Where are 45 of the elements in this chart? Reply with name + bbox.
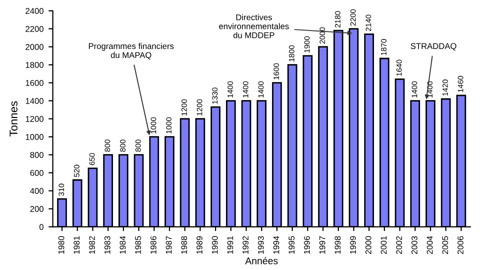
x-tick-label: 1991 (227, 236, 234, 254)
x-tick-label: 1997 (319, 236, 326, 254)
x-tick-label: 2000 (365, 236, 372, 254)
y-tick-label: 400 (30, 188, 44, 194)
x-tick-label: 2004 (426, 236, 433, 254)
x-tick-label: 2001 (380, 236, 387, 254)
x-tick-label: 2002 (396, 236, 402, 254)
y-tick-label: 600 (30, 170, 44, 176)
y-tick-label: 1800 (26, 62, 44, 68)
y-tick-label: 1000 (26, 134, 44, 140)
y-tick-label: 1200 (26, 116, 44, 122)
y-tick-label: 0 (39, 224, 44, 230)
x-tick-label: 1993 (258, 236, 264, 254)
annotation: Programmes financiers du MAPAQ (88, 42, 174, 60)
x-tick-label: 1992 (242, 236, 248, 254)
x-tick-label: 1986 (150, 236, 156, 254)
x-tick-label: 1995 (288, 236, 295, 254)
y-tick-label: 2000 (26, 44, 44, 50)
x-tick-label: 1987 (166, 236, 172, 254)
x-axis-title: Années (245, 257, 278, 264)
x-tick-label: 1990 (212, 236, 218, 254)
x-tick-label: 1982 (89, 236, 95, 254)
y-tick-label: 1600 (26, 80, 44, 86)
x-tick-label: 1999 (350, 236, 356, 254)
x-tick-label: 1996 (304, 236, 310, 254)
y-axis-title: Tonnes (10, 101, 18, 136)
annotation: STRADDAQ (410, 43, 456, 51)
x-tick-label: 1984 (120, 236, 126, 254)
x-tick-label: 2006 (458, 236, 464, 254)
y-tick-label: 800 (30, 152, 44, 158)
x-tick-label: 1983 (104, 236, 110, 254)
x-tick-label: 1989 (196, 236, 202, 254)
x-tick-label: 2003 (411, 236, 418, 254)
y-tick-label: 2400 (26, 8, 44, 14)
x-tick-label: 1981 (74, 236, 80, 254)
y-tick-label: 200 (30, 206, 44, 212)
y-tick-label: 1400 (26, 98, 44, 104)
x-tick-label: 2005 (442, 236, 448, 254)
x-tick-label: 1980 (58, 236, 64, 254)
x-tick-label: 1994 (273, 236, 280, 254)
x-tick-label: 1998 (334, 236, 341, 254)
x-tick-label: 1985 (135, 236, 142, 254)
y-tick-label: 2200 (26, 26, 44, 32)
x-tick-label: 1988 (181, 236, 188, 254)
annotation: Directives environnementales du MDDEP (219, 14, 289, 38)
